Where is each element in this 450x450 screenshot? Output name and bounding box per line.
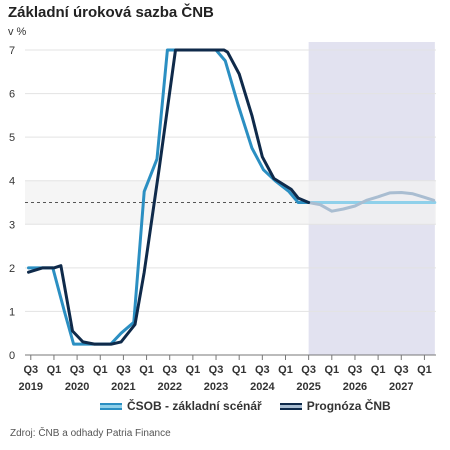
x-tick-label-quarter: Q3 [301,364,316,376]
legend-swatch-cnb [279,402,302,410]
x-tick-label-quarter: Q3 [255,364,270,376]
y-tick-label: 4 [9,176,15,188]
x-tick-label-year: 2027 [389,381,413,393]
y-tick-label: 3 [9,219,15,231]
legend-item-cnb: Prognóza ČNB [279,399,391,413]
series-line-cnb [27,48,311,346]
x-tick-label-quarter: Q3 [209,364,224,376]
y-tick-label: 2 [9,263,15,275]
x-tick-label-year: 2024 [250,381,275,393]
x-tick-label-quarter: Q3 [348,364,363,376]
x-tick-label-quarter: Q3 [70,364,85,376]
x-tick-label-year: 2021 [111,381,135,393]
legend-label-cnb: Prognóza ČNB [306,399,391,413]
x-tick-label-quarter: Q1 [47,364,62,376]
x-tick-label-quarter: Q1 [324,364,339,376]
x-tick-label-year: 2022 [157,381,181,393]
series-line-cnb-forecast [307,191,436,213]
x-tick-label-quarter: Q1 [371,364,386,376]
x-tick-label-year: 2025 [296,381,320,393]
x-tick-label-year: 2019 [19,381,43,393]
x-tick-label-year: 2020 [65,381,89,393]
legend-label-csob: ČSOB - základní scénář [127,399,262,413]
y-tick-label: 1 [9,306,15,318]
x-tick-label-quarter: Q3 [394,364,409,376]
x-tick-label-quarter: Q3 [116,364,131,376]
x-tick-label-quarter: Q1 [232,364,247,376]
y-axis-unit: v % [8,26,27,38]
source-note: Zdroj: ČNB a odhady Patria Finance [10,428,171,439]
legend-swatch-csob [100,402,122,410]
x-tick-label-year: 2026 [343,381,367,393]
legend: ČSOB - základní scénář Prognóza ČNB [100,399,391,413]
x-tick-label-quarter: Q3 [23,364,38,376]
x-tick-label-quarter: Q1 [417,364,432,376]
chart-title: Základní úroková sazba ČNB [8,4,214,21]
y-tick-label: 7 [9,45,15,57]
y-tick-label: 0 [9,350,15,362]
x-tick-label-quarter: Q1 [278,364,293,376]
x-tick-label-quarter: Q1 [93,364,108,376]
y-tick-label: 6 [9,89,15,101]
x-tick-label-quarter: Q1 [186,364,201,376]
x-tick-label-quarter: Q1 [139,364,154,376]
x-tick-label-quarter: Q3 [162,364,177,376]
y-tick-label: 5 [9,132,15,144]
x-tick-label-year: 2023 [204,381,228,393]
legend-item-csob: ČSOB - základní scénář [100,399,262,413]
